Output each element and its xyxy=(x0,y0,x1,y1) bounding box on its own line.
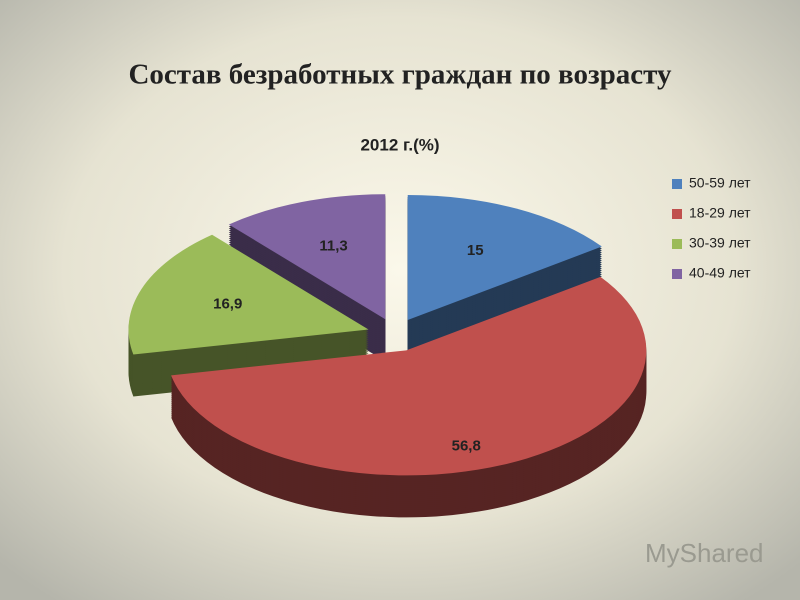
legend-label: 30-39 лет xyxy=(689,235,751,251)
legend-swatch xyxy=(672,209,682,219)
data-label: 11,3 xyxy=(319,238,347,255)
legend-swatch xyxy=(672,179,682,189)
legend-swatch xyxy=(672,269,682,279)
legend-label: 18-29 лет xyxy=(689,205,751,221)
legend-label: 40-49 лет xyxy=(689,265,751,281)
watermark: MyShared xyxy=(645,538,764,568)
legend-label: 50-59 лет xyxy=(689,175,751,191)
slice xyxy=(128,234,369,355)
data-label: 15 xyxy=(467,242,484,259)
data-label: 56,8 xyxy=(452,437,481,454)
legend-swatch xyxy=(672,239,682,249)
slice xyxy=(407,195,602,321)
chart-title: 2012 г.(%) xyxy=(360,135,439,154)
slide-title: Состав безработных граждан по возрасту xyxy=(128,59,672,91)
data-label: 16,9 xyxy=(213,295,242,312)
legend: 50-59 лет 18-29 лет 30-39 лет 40-49 лет xyxy=(672,175,751,281)
slice xyxy=(171,276,647,476)
slice xyxy=(228,194,386,320)
pie: 15 56,8 16,9 11,3 xyxy=(128,194,647,518)
